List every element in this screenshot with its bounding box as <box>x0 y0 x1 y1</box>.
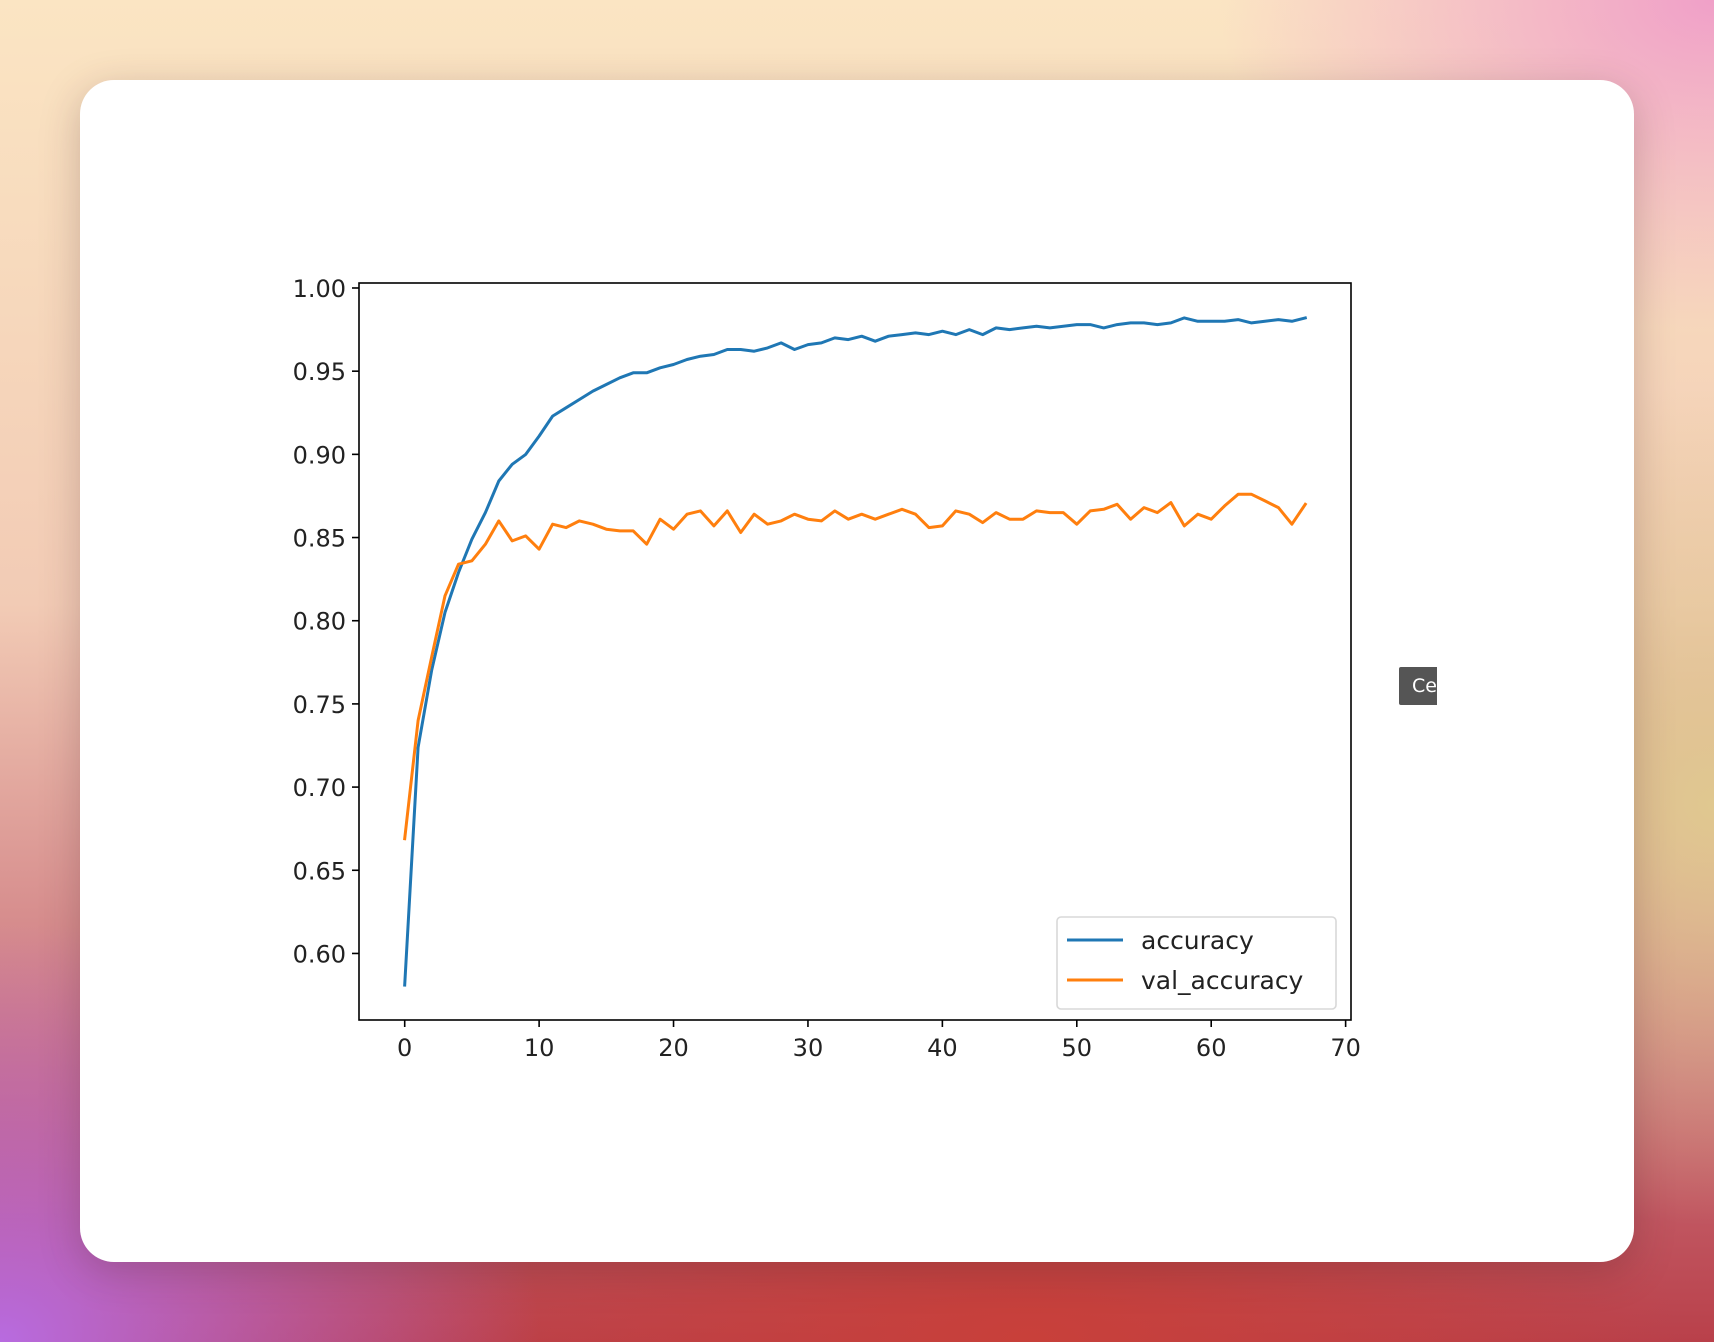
legend-label-val-accuracy: val_accuracy <box>1141 966 1304 995</box>
y-tick-label: 0.80 <box>293 608 346 636</box>
series-line-val-accuracy <box>403 492 1308 841</box>
x-tick-label: 70 <box>1330 1034 1361 1062</box>
x-tick-label: 60 <box>1196 1034 1227 1062</box>
y-tick-label: 0.60 <box>293 940 346 968</box>
y-tick-label: 0.75 <box>293 691 346 719</box>
y-tick-label: 1.00 <box>293 275 346 303</box>
x-tick-label: 50 <box>1062 1034 1093 1062</box>
plot-frame <box>358 282 1352 1021</box>
legend-label-accuracy: accuracy <box>1141 926 1254 955</box>
y-tick-label: 0.70 <box>293 774 346 802</box>
x-tick-label: 40 <box>927 1034 958 1062</box>
accuracy-line-chart: 0 10 20 30 40 50 60 70 0.60 0.65 0.70 0.75 0.80 0.85 0… <box>293 275 1361 1062</box>
x-tick-label: 0 <box>397 1034 412 1062</box>
x-tick-label: 30 <box>793 1034 824 1062</box>
figure-card: 0 10 20 30 40 50 60 70 0.60 0.65 0.70 0.75 0.80 0.85 0… <box>80 80 1634 1262</box>
tooltip-chip: Ce <box>1399 667 1437 705</box>
y-tick-label: 0.85 <box>293 525 346 553</box>
y-tick-label: 0.95 <box>293 358 346 386</box>
legend-box <box>1056 916 1337 1010</box>
y-tick-label: 0.65 <box>293 857 346 885</box>
series-line-accuracy <box>403 316 1308 987</box>
x-tick-label: 20 <box>658 1034 689 1062</box>
y-tick-label: 0.90 <box>293 441 346 469</box>
x-tick-label: 10 <box>524 1034 555 1062</box>
